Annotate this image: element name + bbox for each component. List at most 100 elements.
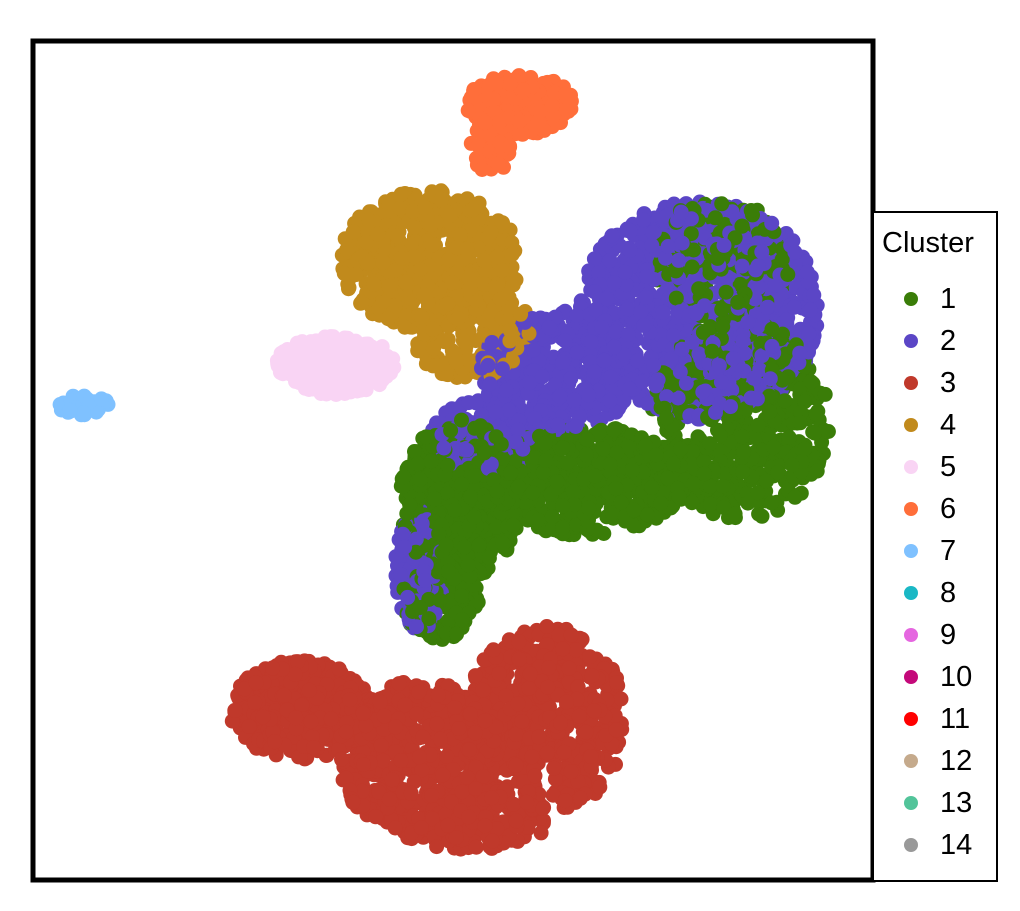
- scatter-point-cluster-3: [393, 753, 409, 768]
- scatter-point-cluster-3: [338, 724, 354, 740]
- scatter-point-cluster-3: [356, 757, 371, 772]
- scatter-point-cluster-3: [354, 783, 370, 799]
- scatter-point-cluster-3: [573, 790, 588, 806]
- scatter-point-cluster-3: [522, 666, 538, 682]
- scatter-point-cluster-3: [592, 779, 608, 795]
- scatter-point-cluster-3: [241, 719, 257, 734]
- scatter-point-cluster-3: [578, 724, 594, 740]
- scatter-point-cluster-3: [557, 793, 573, 809]
- scatter-point-cluster-3: [551, 627, 567, 643]
- scatter-point-cluster-3: [582, 649, 598, 665]
- scatter-point-cluster-3: [304, 729, 320, 744]
- scatter-point-cluster-3: [294, 697, 310, 713]
- scatter-point-cluster-3: [338, 770, 354, 786]
- scatter-point-cluster-3: [489, 821, 505, 837]
- scatter-point-cluster-3: [425, 811, 440, 827]
- scatter-point-cluster-3: [583, 749, 599, 764]
- scatter-point-cluster-3: [454, 784, 470, 800]
- scatter-point-cluster-3: [227, 702, 243, 718]
- scatter-point-cluster-3: [510, 696, 526, 712]
- scatter-point-cluster-3: [485, 642, 501, 658]
- scatter-point-cluster-3: [323, 711, 339, 727]
- scatter-point-cluster-3: [539, 619, 555, 634]
- scatter-point-cluster-3: [563, 627, 579, 643]
- scatter-point-cluster-3: [391, 676, 407, 692]
- scatter-point-cluster-3: [570, 679, 586, 695]
- scatter-point-cluster-3: [372, 694, 388, 710]
- scatter-point-cluster-3: [397, 697, 413, 713]
- scatter-point-cluster-3: [514, 714, 530, 729]
- scatter-point-cluster-4: [392, 200, 408, 216]
- scatter-point-cluster-3: [444, 794, 459, 810]
- scatter-point-cluster-3: [424, 788, 440, 803]
- scatter-point-cluster-3: [236, 681, 252, 697]
- scatter-point-cluster-3: [545, 787, 561, 803]
- scatter-point-cluster-3: [447, 700, 463, 715]
- scatter-point-cluster-3: [609, 675, 624, 690]
- scatter-point-cluster-3: [508, 726, 524, 742]
- scatter-point-cluster-3: [524, 749, 540, 765]
- scatter-point-cluster-3: [429, 839, 445, 855]
- scatter-point-cluster-3: [541, 660, 557, 676]
- scatter-point-cluster-3: [448, 830, 464, 845]
- scatter-point-cluster-3: [388, 719, 404, 735]
- scatter-point-cluster-3: [375, 753, 391, 769]
- scatter-point-cluster-3: [368, 809, 384, 825]
- scatter-point-cluster-3: [553, 715, 568, 731]
- scatter-point-cluster-3: [415, 729, 431, 745]
- scatter-point-cluster-3: [462, 706, 478, 722]
- scatter-point-cluster-3: [301, 682, 317, 698]
- scatter-point-cluster-3: [533, 825, 549, 841]
- scatter-point-cluster-3: [508, 813, 524, 829]
- scatter-point-cluster-3: [511, 651, 527, 667]
- scatter-point-cluster-3: [546, 760, 562, 776]
- scatter-point-cluster-3: [540, 679, 556, 695]
- scatter-point-cluster-3: [371, 784, 387, 800]
- scatter-point-cluster-3: [467, 668, 483, 684]
- scatter-point-cluster-3: [406, 774, 422, 790]
- scatter-points: [52, 68, 836, 857]
- scatter-point-cluster-3: [563, 764, 579, 780]
- scatter-point-cluster-3: [555, 641, 571, 657]
- scatter-point-cluster-3: [382, 791, 398, 807]
- scatter-point-cluster-3: [586, 703, 602, 719]
- scatter-point-cluster-2: [640, 395, 655, 411]
- scatter-point-cluster-3: [521, 680, 537, 696]
- scatter-point-cluster-3: [461, 809, 477, 825]
- scatter-point-cluster-3: [409, 706, 424, 722]
- scatter-point-cluster-3: [607, 708, 623, 724]
- scatter-point-cluster-3: [267, 734, 283, 750]
- scatter-point-cluster-3: [403, 785, 419, 801]
- scatter-point-cluster-3: [584, 668, 600, 684]
- scatter-point-cluster-3: [265, 660, 281, 676]
- scatter-point-cluster-3: [508, 757, 524, 773]
- scatter-point-cluster-3: [287, 666, 303, 682]
- scatter-point-cluster-3: [334, 751, 349, 767]
- scatter-point-cluster-3: [373, 738, 389, 753]
- scatter-point-cluster-3: [303, 714, 319, 729]
- scatter-point-cluster-3: [276, 687, 292, 703]
- scatter-point-cluster-3: [477, 713, 493, 729]
- scatter-point-cluster-3: [556, 744, 572, 760]
- scatter-point-cluster-3: [412, 749, 427, 765]
- scatter-point-cluster-3: [498, 688, 514, 704]
- scatter-point-cluster-3: [488, 719, 504, 735]
- scatter-point-cluster-3: [477, 818, 493, 834]
- scatter-point-cluster-3: [413, 820, 429, 836]
- scatter-point-cluster-3: [613, 691, 629, 707]
- scatter-point-cluster-3: [345, 794, 361, 810]
- scatter-point-cluster-3: [433, 731, 448, 747]
- scatter-point-cluster-3: [568, 642, 584, 658]
- scatter-point-cluster-3: [290, 654, 306, 670]
- scatter-point-cluster-3: [255, 709, 271, 725]
- scatter-point-cluster-3: [429, 716, 445, 732]
- scatter-point-cluster-3: [527, 768, 543, 784]
- scatter-point-cluster-3: [531, 729, 547, 745]
- scatter-point-cluster-3: [484, 833, 500, 849]
- scatter-point-cluster-3: [475, 769, 491, 784]
- scatter-point-cluster-3: [435, 767, 451, 783]
- scatter-point-cluster-3: [468, 839, 484, 855]
- scatter-point-cluster-3: [411, 684, 427, 700]
- scatter-point-cluster-3: [451, 721, 467, 736]
